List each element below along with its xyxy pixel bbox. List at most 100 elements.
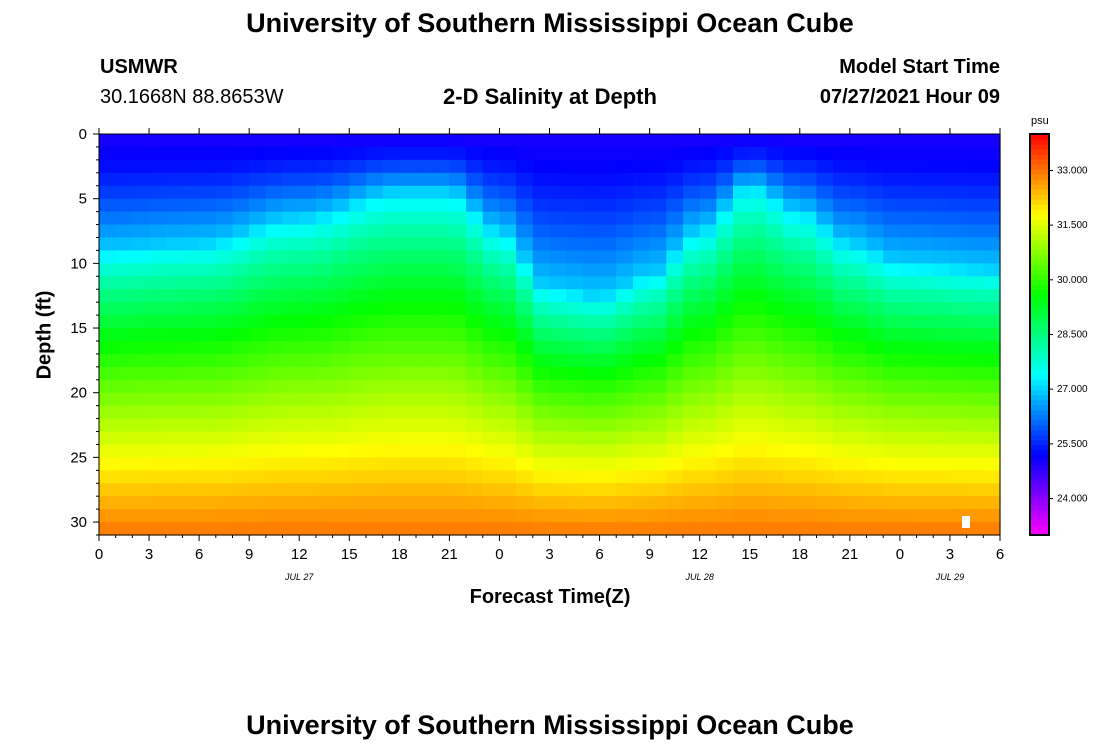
heatmap-cell (215, 276, 234, 290)
heatmap-cell (883, 289, 901, 303)
heatmap-cell (432, 340, 450, 355)
heatmap-cell (949, 276, 968, 290)
heatmap-cell (299, 159, 317, 174)
heatmap-cell (649, 211, 667, 226)
heatmap-cell (382, 159, 400, 174)
heatmap-cell (933, 431, 951, 446)
heatmap-cell (165, 289, 184, 303)
heatmap-cell (382, 289, 400, 303)
heatmap-cell (449, 457, 467, 471)
heatmap-cell (816, 302, 834, 316)
heatmap-cell (866, 405, 884, 420)
heatmap-cell (282, 366, 300, 381)
heatmap-cell (933, 353, 951, 368)
heatmap-cell (332, 237, 350, 252)
heatmap-cell (199, 224, 217, 239)
heatmap-cell (299, 405, 317, 420)
heatmap-cell (866, 185, 884, 200)
heatmap-cell (849, 276, 868, 290)
heatmap-cell (733, 340, 751, 355)
colorbar-swatch (1030, 199, 1049, 205)
heatmap-cell (966, 198, 984, 213)
heatmap-cell (682, 289, 701, 303)
heatmap-cell (933, 328, 951, 342)
heatmap-cell (315, 185, 334, 200)
heatmap-cell (799, 509, 818, 523)
heatmap-cell (132, 444, 150, 458)
colorbar-swatch (1030, 309, 1049, 316)
heatmap-cell (866, 134, 884, 148)
colorbar-swatch (1030, 419, 1049, 426)
heatmap-cell (666, 483, 684, 497)
heatmap-cell (482, 509, 501, 523)
heatmap-cell (632, 496, 651, 510)
heatmap-cell (299, 198, 317, 213)
heatmap-cell (149, 366, 167, 381)
heatmap-cell (382, 172, 400, 187)
heatmap-cell (582, 328, 601, 342)
heatmap-cell (249, 276, 267, 290)
heatmap-cell (766, 211, 784, 226)
heatmap-cell (749, 289, 768, 303)
heatmap-cell (332, 159, 350, 174)
heatmap-cell (532, 211, 551, 226)
heatmap-cell (265, 457, 284, 471)
heatmap-cell (432, 198, 450, 213)
heatmap-cell (616, 366, 634, 381)
heatmap-cell (899, 302, 918, 316)
heatmap-cell (983, 509, 1001, 523)
heatmap-cell (382, 250, 400, 264)
heatmap-cell (699, 134, 717, 148)
heatmap-cell (599, 379, 617, 394)
heatmap-cell (399, 496, 417, 510)
heatmap-cell (115, 509, 133, 523)
heatmap-cell (115, 522, 133, 536)
heatmap-cell (582, 276, 601, 290)
heatmap-cell (315, 211, 334, 226)
heatmap-cell (332, 211, 350, 226)
heatmap-cell (132, 379, 150, 394)
heatmap-cell (883, 263, 901, 277)
heatmap-cell (99, 134, 117, 148)
heatmap-cell (416, 379, 434, 394)
heatmap-cell (632, 263, 651, 277)
heatmap-cell (232, 418, 250, 433)
colorbar-swatch (1030, 264, 1049, 270)
heatmap-cell (332, 198, 350, 213)
heatmap-cell (599, 470, 617, 484)
heatmap-cell (582, 457, 601, 471)
heatmap-cell (933, 237, 951, 252)
heatmap-cell (733, 185, 751, 200)
heatmap-cell (115, 134, 133, 148)
colorbar-swatch (1030, 164, 1049, 170)
heatmap-cell (566, 302, 584, 316)
heatmap-cell (516, 405, 534, 420)
heatmap-cell (766, 405, 784, 420)
heatmap-cell (449, 431, 467, 446)
heatmap-cell (883, 509, 901, 523)
heatmap-cell (416, 198, 434, 213)
heatmap-cell (265, 250, 284, 264)
heatmap-cell (382, 302, 400, 316)
heatmap-cell (249, 237, 267, 252)
heatmap-cell (99, 509, 117, 523)
heatmap-cell (566, 444, 584, 458)
colorbar-swatch (1030, 139, 1049, 145)
heatmap-cell (199, 392, 217, 407)
heatmap-cell (282, 250, 300, 264)
heatmap-cell (949, 211, 968, 226)
heatmap-cell (699, 328, 717, 342)
heatmap-cell (933, 172, 951, 187)
heatmap-cell (632, 379, 651, 394)
heatmap-cell (566, 146, 584, 161)
heatmap-cell (682, 211, 701, 226)
heatmap-cell (449, 263, 467, 277)
heatmap-cell (215, 392, 234, 407)
heatmap-cell (949, 185, 968, 200)
heatmap-cell (616, 211, 634, 226)
heatmap-cell (566, 172, 584, 187)
heatmap-cell (566, 379, 584, 394)
heatmap-cell (716, 457, 734, 471)
heatmap-cell (666, 185, 684, 200)
heatmap-cell (949, 289, 968, 303)
